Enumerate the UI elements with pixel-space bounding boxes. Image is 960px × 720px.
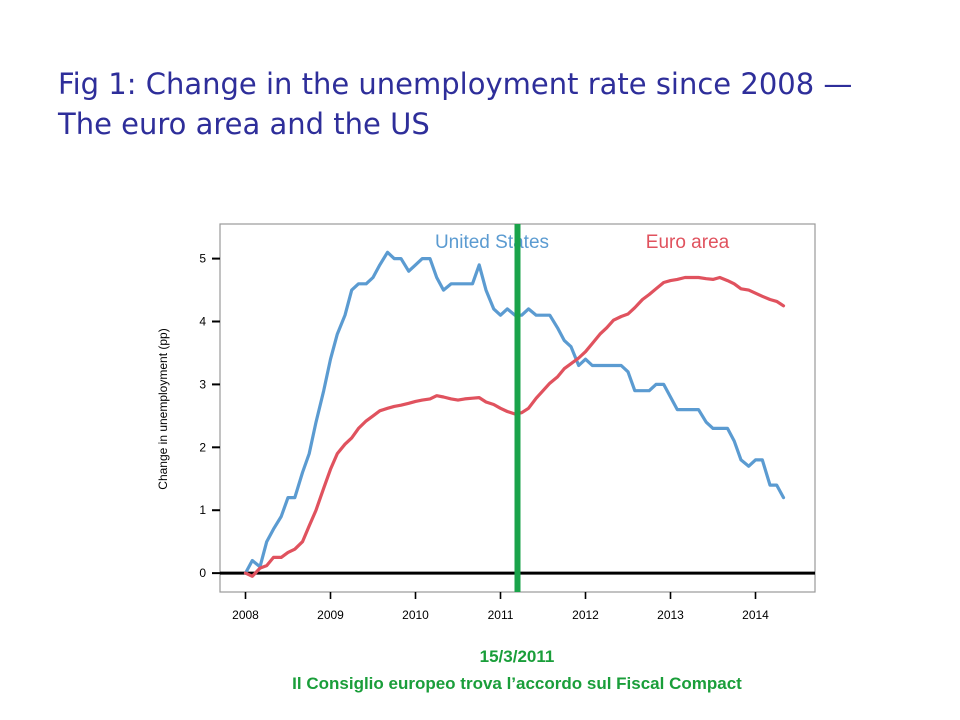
slide-title: Fig 1: Change in the unemployment rate s… [58,64,852,144]
slide-title-line-1: Fig 1: Change in the unemployment rate s… [58,67,853,101]
slide-title-line-2: The euro area and the US [58,107,430,141]
event-note-caption: Il Consiglio europeo trova l’accordo sul… [292,674,742,693]
x-tick-label: 2010 [402,608,429,622]
y-axis-label: Change in unemployment (pp) [156,328,170,489]
x-tick-label: 2008 [232,608,259,622]
x-tick-label: 2013 [657,608,684,622]
x-tick-label: 2014 [742,608,769,622]
x-tick-label: 2012 [572,608,599,622]
legend-label-united-states: United States [435,232,549,253]
x-tick-label: 2009 [317,608,344,622]
legend-label-euro-area: Euro area [646,232,730,253]
event-date-caption: 15/3/2011 [479,647,555,666]
y-tick-label: 0 [199,566,206,580]
x-tick-label: 2011 [488,608,514,622]
y-tick-label: 2 [199,440,206,454]
y-tick-label: 5 [199,252,206,266]
y-tick-label: 1 [199,503,206,517]
y-tick-label: 4 [199,315,206,329]
y-tick-label: 3 [199,377,206,391]
